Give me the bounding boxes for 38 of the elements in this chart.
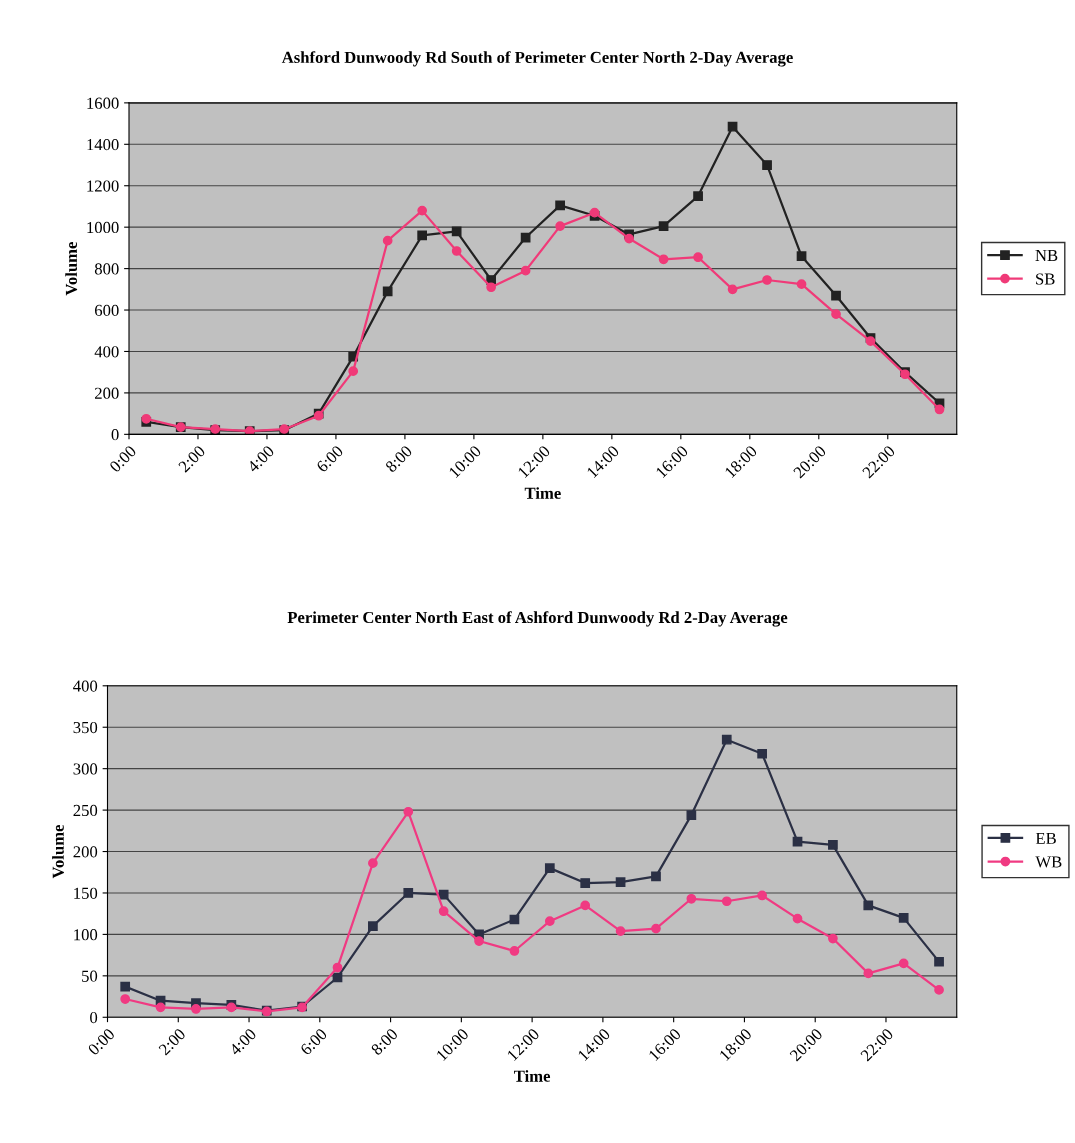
y-tick-label: 200	[73, 846, 98, 858]
x-tick-label: 6:00	[315, 444, 344, 473]
y-tick-label: 600	[94, 304, 119, 316]
chart-title: Ashford Dunwoody Rd South of Perimeter Center North 2-Day Average	[281, 51, 793, 67]
x-tick-label: 0:00	[108, 444, 137, 473]
y-tick-label: 100	[74, 929, 98, 941]
y-tick-label: 200	[95, 387, 119, 399]
legend-label: SB	[1036, 273, 1055, 285]
y-axis-title: Volume	[52, 824, 64, 879]
y-tick-label: 1200	[87, 180, 119, 192]
y-tick-label: 1600	[87, 97, 119, 109]
y-tick-label: 0	[90, 1011, 98, 1024]
x-tick-label: 8:00	[370, 1027, 399, 1056]
y-tick-label: 400	[73, 680, 98, 692]
x-axis-title: Time	[524, 487, 561, 499]
x-tick-label: 2:00	[177, 444, 206, 473]
legend-label: NB	[1035, 249, 1058, 261]
x-tick-label: 0:00	[87, 1027, 116, 1056]
x-axis-title: Time	[514, 1070, 551, 1082]
y-tick-label: 300	[73, 763, 98, 775]
x-tick-label: 4:00	[246, 444, 275, 474]
legend-label: WB	[1035, 856, 1062, 868]
y-tick-label: 400	[94, 346, 119, 358]
chart-title: Perimeter Center North East of Ashford Dunwoody Rd 2-Day Average	[287, 611, 788, 627]
y-tick-label: 150	[74, 887, 98, 899]
legend-label: EB	[1035, 832, 1056, 844]
y-tick-label: 0	[111, 429, 119, 441]
x-tick-label: 8:00	[384, 444, 413, 473]
y-axis-title: Volume	[65, 242, 78, 296]
y-tick-label: 250	[73, 804, 98, 817]
y-tick-label: 350	[73, 721, 98, 734]
x-tick-label: 2:00	[158, 1027, 187, 1056]
y-tick-label: 800	[94, 263, 119, 275]
x-tick-label: 4:00	[228, 1027, 257, 1057]
y-tick-label: 1000	[87, 221, 119, 234]
x-tick-label: 6:00	[299, 1027, 328, 1056]
y-tick-label: 50	[82, 970, 98, 982]
y-tick-label: 1400	[87, 139, 119, 151]
